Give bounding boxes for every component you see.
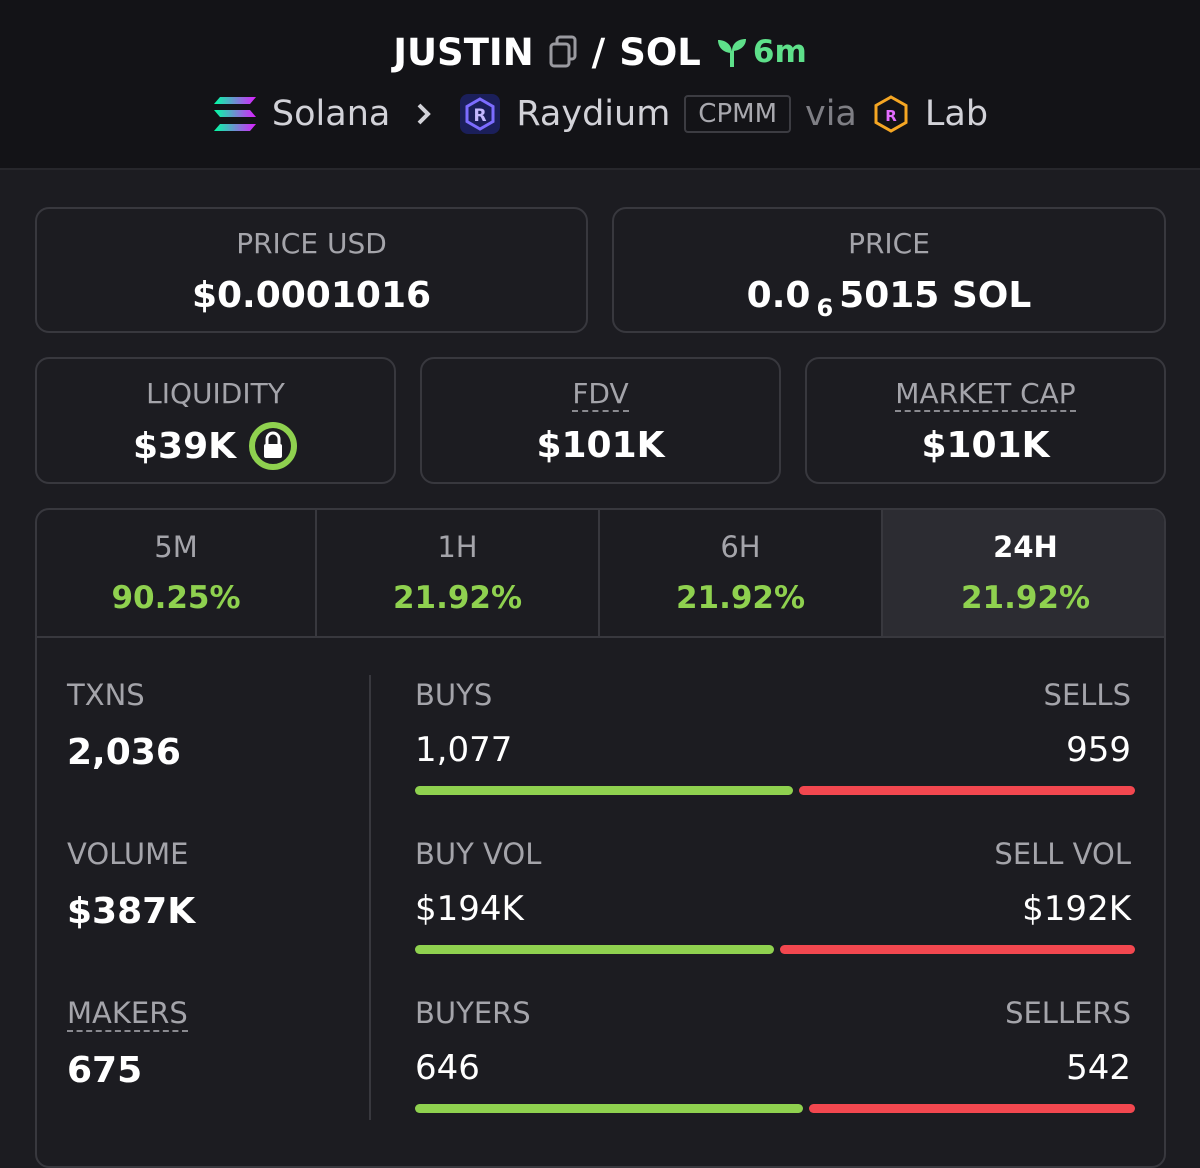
card-value: $39K <box>37 421 394 471</box>
stat-label: VOLUME <box>67 837 188 871</box>
card-label: LIQUIDITY <box>146 377 285 410</box>
row-left-label: BUYERS <box>415 996 531 1030</box>
tab-change: 21.92% <box>675 580 806 616</box>
buy-bar <box>415 945 774 954</box>
price-usd-card: PRICE USD $0.0001016 <box>35 207 588 333</box>
card-value: $101K <box>921 425 1050 466</box>
tab[interactable]: 1H 21.92% <box>317 510 600 638</box>
row-right-value: 959 <box>1066 730 1131 770</box>
quote: SOL <box>619 30 701 74</box>
card-value: $0.0001016 <box>191 275 432 316</box>
row-left-value: $194K <box>415 889 524 929</box>
tab[interactable]: 24H 21.92% <box>883 510 1164 638</box>
liquidity-value: $39K <box>132 425 237 467</box>
row-right-label: SELLS <box>1043 678 1131 712</box>
raydium-logo: R <box>460 94 501 134</box>
stats-panel: 5M 90.25% 1H 21.92% 6H 21.92% 24H 21.92% TXNS 2,… <box>35 508 1166 1168</box>
sell-bar <box>798 786 1135 795</box>
sprout-icon <box>717 39 746 67</box>
price-prefix: 0.0 <box>746 275 811 316</box>
copy-icon[interactable] <box>548 35 578 69</box>
card-label: PRICE USD <box>236 227 387 260</box>
card-value: $101K <box>536 425 665 466</box>
row-right-value: 542 <box>1066 1048 1131 1088</box>
fdv-card: FDV $101K <box>420 357 781 484</box>
tab[interactable]: 6H 21.92% <box>600 510 883 638</box>
tab[interactable]: 5M 90.25% <box>37 510 317 638</box>
buy-bar <box>415 1104 804 1113</box>
stat-label: TXNS <box>67 678 145 712</box>
separator: / <box>591 30 606 74</box>
tab-change: 21.92% <box>960 580 1091 616</box>
buy-bar <box>415 786 793 795</box>
tab-label: 1H <box>437 530 478 564</box>
stat-value: 2,036 <box>67 732 181 773</box>
launchpad[interactable]: Lab <box>924 94 989 134</box>
via: via <box>805 94 857 134</box>
tab-label: 6H <box>720 530 761 564</box>
tab-label: 5M <box>154 530 198 564</box>
pool-type: CPMM <box>684 95 791 133</box>
token: JUSTIN <box>393 30 534 74</box>
tab-change: 90.25% <box>111 580 241 616</box>
market-cap-card: MARKET CAP $101K <box>805 357 1166 484</box>
market-cap-label[interactable]: MARKET CAP <box>895 377 1076 412</box>
row-right-label: SELL VOL <box>994 837 1131 871</box>
card-label: FDV <box>422 377 779 412</box>
card-label: PRICE <box>848 227 930 260</box>
launchpad-logo: R <box>874 95 908 133</box>
svg-text:R: R <box>474 106 487 126</box>
stat-value: 675 <box>67 1050 143 1091</box>
row-right-label: SELLERS <box>1005 996 1131 1030</box>
row-right-value: $192K <box>1022 889 1131 929</box>
tab-label: 24H <box>993 530 1058 564</box>
card-label: MARKET CAP <box>807 377 1164 412</box>
stat-label: MAKERS <box>67 996 188 1032</box>
chain[interactable]: Solana <box>271 94 391 134</box>
row-left-label: BUY VOL <box>415 837 542 871</box>
divider <box>369 675 371 1120</box>
dex[interactable]: Raydium <box>516 94 671 134</box>
age: 6m <box>752 34 807 70</box>
price-subscript: 6 <box>816 293 834 322</box>
price-rest: 5015 SOL <box>839 275 1032 316</box>
stat-label-text: TXNS <box>67 678 145 712</box>
liquidity-card: LIQUIDITY $39K <box>35 357 396 484</box>
sell-bar <box>779 945 1135 954</box>
solana-logo <box>213 97 256 131</box>
row-left-value: 646 <box>415 1048 480 1088</box>
lock-icon[interactable] <box>248 421 298 471</box>
svg-text:R: R <box>885 107 897 125</box>
price-card: PRICE 0.0 6 5015 SOL <box>612 207 1166 333</box>
stat-label-text[interactable]: MAKERS <box>67 996 188 1032</box>
row-left-label: BUYS <box>415 678 493 712</box>
row-left-value: 1,077 <box>415 730 513 770</box>
sell-bar <box>809 1104 1135 1113</box>
age-badge: 6m <box>715 34 807 70</box>
pair-title: JUSTIN / SOL 6m <box>0 28 1200 76</box>
card-value: 0.0 6 5015 SOL <box>614 275 1164 322</box>
header: JUSTIN / SOL 6m Solana R Raydium CPMM vi… <box>0 0 1200 170</box>
stat-value: $387K <box>67 891 196 932</box>
chevron <box>417 103 432 125</box>
pair-source: Solana R Raydium CPMM via R Lab <box>0 88 1200 140</box>
tab-change: 21.92% <box>392 580 523 616</box>
stat-label-text: VOLUME <box>67 837 189 871</box>
fdv-label[interactable]: FDV <box>572 377 629 412</box>
